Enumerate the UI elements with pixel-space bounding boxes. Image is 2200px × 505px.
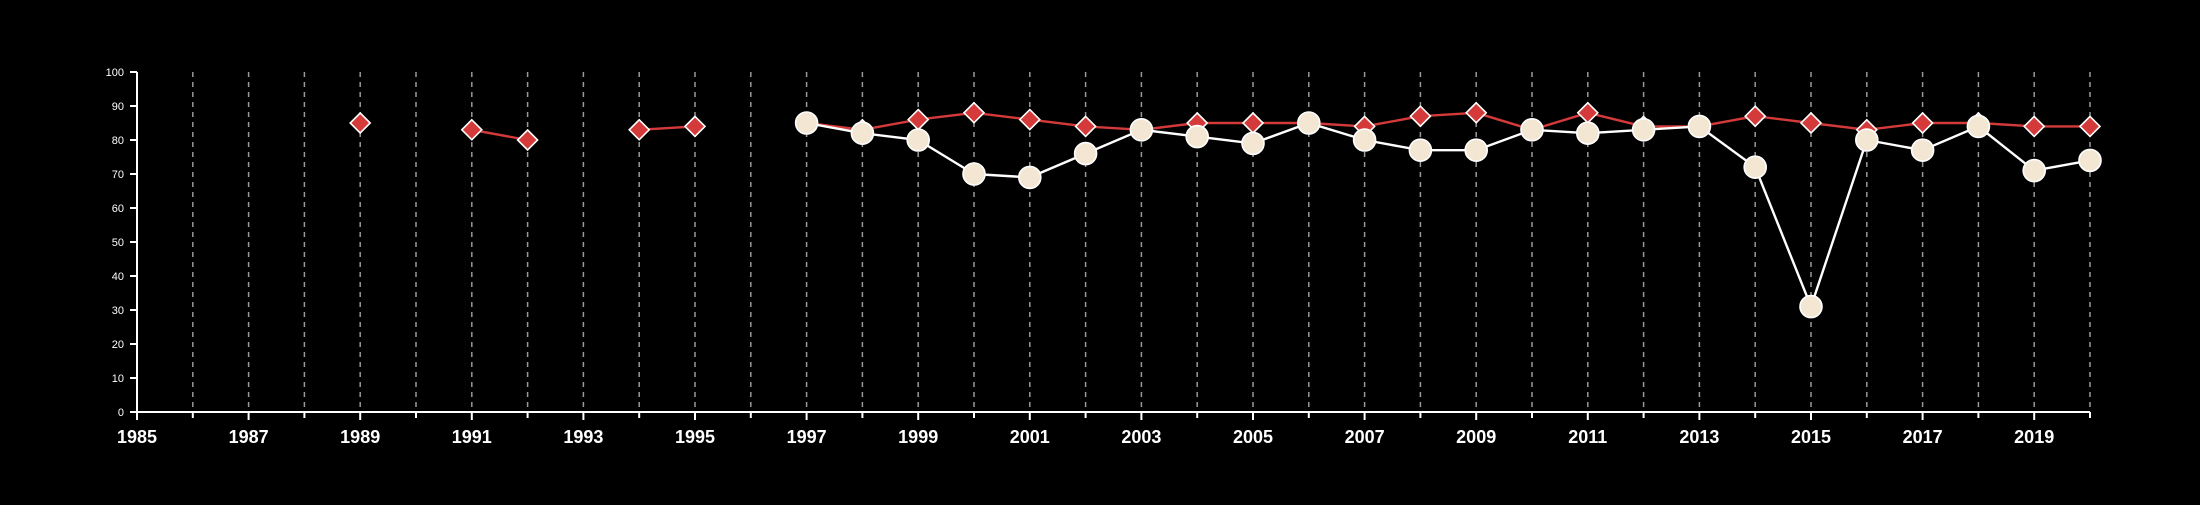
series-2-circle-point: [1408, 138, 1433, 162]
series-2-circle-point: [1966, 114, 1991, 139]
series-2-circle-point: [1743, 155, 1767, 179]
series-1-diamond-point: [1241, 111, 1265, 135]
x-tick-label: 1997: [787, 427, 827, 447]
y-tick-label: 0: [118, 407, 124, 419]
series-2-circle-point: [1297, 111, 1321, 135]
x-tick-label: 2015: [1791, 427, 1831, 447]
series-2-circle-point: [1799, 294, 1823, 319]
series-1-diamond-point: [2078, 115, 2102, 138]
series-2-circle-point: [1464, 138, 1488, 162]
x-tick-label: 1985: [117, 427, 157, 447]
series-2-circle-point: [1241, 131, 1265, 156]
series-2-circle-point: [1352, 128, 1377, 152]
series-1-diamond-point: [1409, 105, 1432, 128]
y-tick-label: 50: [112, 237, 124, 249]
x-tick-label: 1989: [340, 427, 380, 447]
series-2-circle-point: [1631, 118, 1656, 142]
series-1-diamond-point: [628, 118, 651, 141]
series-1-diamond-point: [1744, 105, 1767, 128]
x-tick-label: 2001: [1010, 427, 1050, 447]
series-1: [349, 101, 2102, 152]
x-tick-label: 2007: [1345, 427, 1385, 447]
x-tick-label: 1999: [898, 427, 938, 447]
x-tick-label: 2013: [1679, 427, 1719, 447]
y-tick-label: 20: [112, 339, 124, 351]
y-tick-label: 70: [112, 169, 124, 181]
x-tick-label: 2017: [1903, 427, 1943, 447]
series-1-diamond-point: [1911, 111, 1934, 135]
series-2-circle-point: [1520, 118, 1544, 142]
x-tick-label: 2009: [1456, 427, 1496, 447]
series-2-circle-point: [1910, 138, 1935, 162]
series-1-diamond-point: [907, 108, 930, 131]
series-1-diamond-point: [2023, 115, 2046, 138]
series-1-diamond-point: [1465, 101, 1488, 124]
x-tick-label: 1987: [229, 427, 269, 447]
series-2-circle-point: [906, 128, 931, 152]
x-tick-label: 1993: [563, 427, 603, 447]
series-2-circle-point: [962, 162, 986, 186]
series-1-diamond-point: [962, 101, 986, 124]
x-tick-label: 1991: [452, 427, 492, 447]
series-1-diamond-point: [1018, 108, 1041, 131]
y-tick-label: 90: [112, 101, 124, 113]
x-tick-label: 2019: [2014, 427, 2054, 447]
series-2-circle-point: [1018, 165, 1042, 190]
series-2: [794, 111, 2102, 319]
grid-lines: [192, 72, 2091, 412]
series-1-diamond-point: [1576, 101, 1599, 124]
series-2-circle-point: [850, 121, 875, 145]
axes: 0 10 20 30 40 50 60 70 80 90 100 1985 1987 1989 1991 19…: [106, 67, 2091, 447]
y-tick-label: 80: [112, 135, 124, 147]
series-1-diamond-point: [460, 118, 483, 141]
series-1-diamond-point: [1074, 115, 1097, 138]
series-1-diamond-point: [516, 128, 539, 152]
series-2-circle-point: [1855, 128, 1879, 152]
series-1-diamond-point: [1799, 111, 1823, 135]
y-tick-label: 40: [112, 271, 124, 283]
x-tick-label: 1995: [675, 427, 715, 447]
series-1-diamond-point: [683, 115, 707, 138]
y-tick-label: 60: [112, 203, 124, 215]
x-tick-label: 2005: [1233, 427, 1273, 447]
x-tick-label: 2003: [1121, 427, 1161, 447]
y-tick-label: 10: [112, 373, 124, 385]
series-2-segment: [1754, 166, 1813, 308]
series-2-circle-point: [1576, 121, 1600, 145]
data-series: [349, 101, 2102, 319]
series-2-circle-point: [1185, 124, 1209, 149]
series-2-circle-point: [1129, 118, 1154, 142]
series-1-diamond-point: [349, 111, 372, 135]
series-2-circle-point: [2078, 148, 2102, 173]
series-2-circle-point: [1687, 114, 1712, 139]
x-tick-label: 2011: [1568, 427, 1607, 447]
series-2-circle-point: [1073, 141, 1098, 166]
series-2-segment: [1809, 139, 1868, 307]
series-2-segment: [1977, 125, 2035, 172]
series-2-circle-point: [794, 111, 819, 135]
y-tick-label: 30: [112, 305, 124, 317]
y-tick-label: 100: [106, 67, 124, 79]
series-2-circle-point: [2022, 158, 2046, 183]
